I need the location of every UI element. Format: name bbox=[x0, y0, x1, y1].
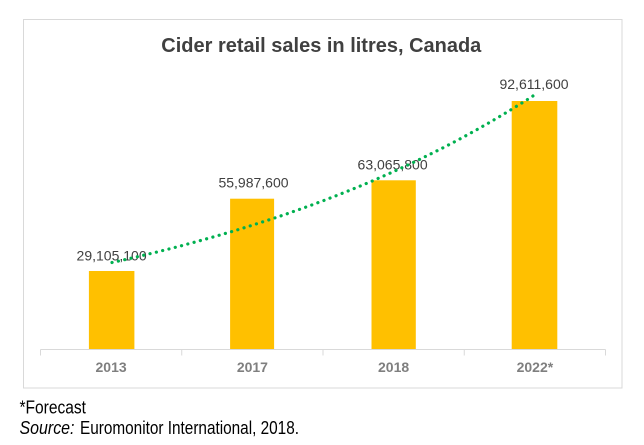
svg-text:Euromonitor International, 201: Euromonitor International, 2018. bbox=[80, 418, 299, 438]
svg-text:29,105,100: 29,105,100 bbox=[77, 247, 147, 263]
svg-text:2022*: 2022* bbox=[517, 359, 554, 375]
svg-text:2013: 2013 bbox=[96, 359, 127, 375]
svg-text:*Forecast: *Forecast bbox=[20, 398, 87, 418]
svg-text:63,065,800: 63,065,800 bbox=[358, 157, 428, 173]
svg-text:2017: 2017 bbox=[237, 359, 268, 375]
svg-text:Source:: Source: bbox=[20, 418, 75, 438]
svg-text:55,987,600: 55,987,600 bbox=[218, 175, 288, 191]
svg-text:2018: 2018 bbox=[378, 359, 409, 375]
svg-text:Cider retail sales in litres,: Cider retail sales in litres, Canada bbox=[161, 35, 482, 57]
svg-text:92,611,600: 92,611,600 bbox=[499, 76, 568, 92]
